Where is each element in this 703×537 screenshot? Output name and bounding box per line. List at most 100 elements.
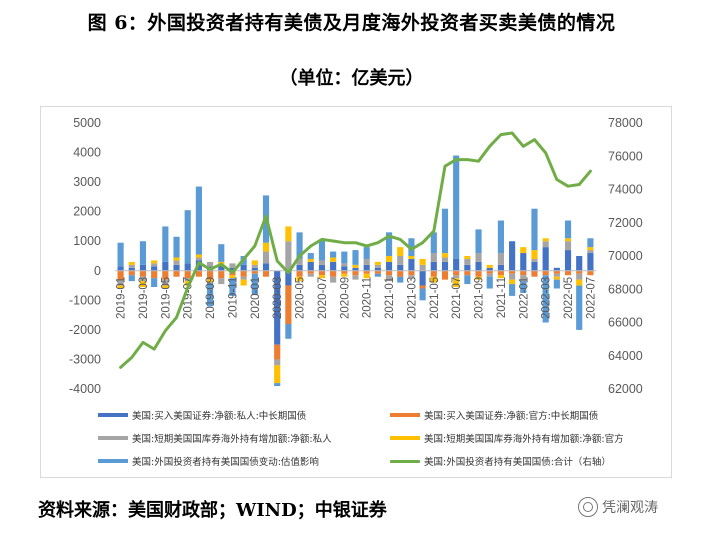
bar-valuation [430,232,437,254]
x-tick-label: 2022-03 [541,277,553,319]
bar-official-long [486,270,493,274]
bar-private-short [195,257,202,261]
bar-private-short [229,263,236,268]
bar-official-short [385,256,393,262]
bar-official-short [374,261,381,265]
bar-private-long [318,264,326,271]
legend-item-official-short: 美国:短期美国国库券海外持有增加额:净额:官方 [390,431,624,445]
bar-valuation [341,251,348,264]
bar-valuation [497,220,504,254]
x-tick-label: 2021-11 [496,277,508,318]
chart-frame: -4000 -3000 -2000 -1000 0 1000 2000 3000 4000 500… [40,106,672,478]
bar-private-long [330,261,337,271]
bar-official-long [184,270,191,279]
x-tick-label: 2022-01 [518,277,530,319]
bar-private-long [486,267,493,271]
legend-item-valuation: 美国:外国投资者持有美国国债变动:估值影响 [98,454,319,468]
bar-valuation [139,241,147,265]
bar-valuation [374,273,381,277]
bar-official-short [531,250,538,259]
bar-valuation [229,278,236,296]
y-left-tick-label: 5000 [73,116,101,130]
bar-valuation [307,253,314,259]
x-tick-label: 2020-05 [295,277,307,319]
bar-valuation [441,208,449,254]
x-tick-label: 2020-07 [317,277,329,319]
bar-official-short [397,247,404,256]
bar-official-long [151,270,158,279]
bar-private-long [497,264,504,271]
y-right-tick-label: 68000 [608,282,643,296]
bar-private-long [542,247,549,271]
bar-private-short [285,241,292,271]
bar-private-short [184,278,191,282]
bar-valuation [162,226,169,262]
bar-valuation [453,155,460,259]
bar-official-short [453,278,460,288]
bar-private-long [419,270,426,286]
bar-official-long [240,270,247,277]
bar-valuation [486,276,493,289]
bar-official-long [430,270,437,277]
y-right-tick-label: 62000 [608,382,643,396]
bar-private-long [173,264,180,271]
bar-private-short [251,264,258,268]
figure-title: 图 6：外国投资者持有美债及月度海外投资者买卖美债的情况 [87,12,616,34]
legend-item-official-long: 美国:买入美国证券:净额:官方:中长期国债 [390,408,598,422]
bar-official-long [274,344,281,360]
y-left-tick-label: -2000 [69,323,101,337]
bar-private-short [497,253,504,265]
bar-official-long [374,270,381,274]
bar-private-long [184,263,191,271]
bar-official-long [587,270,594,276]
bar-official-short [430,276,437,283]
bar-official-long [385,270,393,276]
bar-official-short [139,281,147,288]
x-tick-label: 2019-11 [227,277,239,318]
bar-private-long [531,261,538,271]
bar-private-short [330,276,337,283]
bar-private-short [509,273,516,280]
bar-private-short [397,256,404,265]
bar-official-long [218,270,225,279]
bar-valuation [151,278,158,288]
bar-official-short [285,226,292,242]
bar-official-short [497,275,504,279]
bar-official-long [419,285,426,289]
legend-label: 美国:外国投资者持有美国国债:合计（右轴） [424,457,611,468]
bar-official-short [162,285,169,289]
bar-valuation [352,250,359,265]
bar-private-long [251,267,258,271]
x-tick-label: 2022-07 [585,277,597,319]
bar-private-long [218,264,225,271]
bar-valuation [318,239,326,261]
x-tick-label: 2019-07 [183,277,195,319]
bar-official-short [251,260,258,265]
bar-official-long [509,270,516,274]
bar-private-short [385,275,393,282]
bar-private-short [363,258,370,265]
bar-official-short [128,261,135,265]
chart: -4000 -3000 -2000 -1000 0 1000 2000 3000 4000 500… [69,116,643,396]
bar-official-long [128,270,135,276]
y-left-tick-label: 3000 [73,175,101,189]
y-left-tick-label: 1000 [73,234,101,248]
x-tick-label: 2021-03 [406,277,418,319]
bar-official-long [475,270,482,277]
bar-official-long [553,270,560,274]
bar-valuation [296,232,303,259]
bar-official-long [441,270,449,280]
bar-private-long [564,250,572,271]
bar-valuation [520,281,527,293]
bar-private-long [240,264,247,271]
bar-valuation [464,275,471,285]
bar-official-short [441,253,449,258]
bar-private-short [374,264,381,268]
y-right-tick-label: 70000 [608,249,643,263]
bar-official-long [520,270,527,276]
source-note: 资料来源：美国财政部；WIND；中银证券 [38,500,387,521]
bar-private-long [139,264,147,271]
y-left-tick-label: 0 [94,264,101,278]
watermark-text: 凭澜观涛 [602,500,658,516]
bar-valuation [207,282,214,307]
